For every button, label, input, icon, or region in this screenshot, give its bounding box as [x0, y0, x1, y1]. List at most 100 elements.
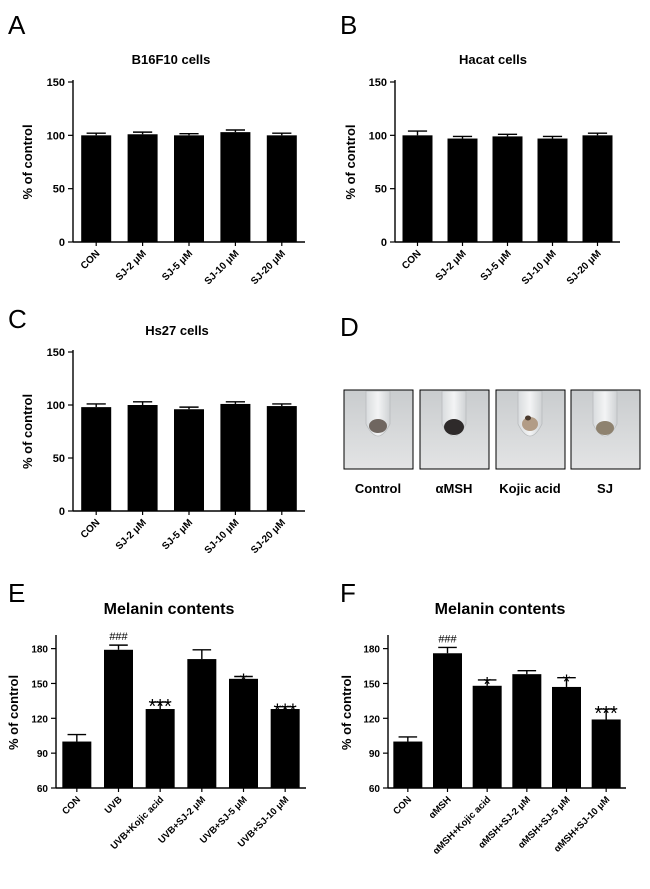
pellet	[369, 419, 387, 433]
x-tick-label: CON	[79, 248, 103, 272]
y-tick-label: 0	[59, 237, 65, 249]
bar	[104, 649, 133, 788]
chart-melanin-amsh: Melanin contents % of control 60 90 120 150 18…	[339, 601, 626, 857]
pellet	[444, 419, 464, 435]
bar	[537, 138, 568, 242]
chart-title: Melanin contents	[104, 601, 235, 618]
bar	[229, 678, 258, 788]
bar	[174, 409, 204, 511]
y-tick-label: 100	[369, 130, 387, 142]
bar	[266, 135, 297, 242]
tube-label-sj: SJ	[597, 481, 613, 496]
y-tick-label: 150	[47, 347, 65, 359]
bar	[127, 405, 158, 511]
significance-marker: *	[563, 672, 571, 694]
bar	[127, 134, 158, 242]
tube-label-kojic-acid: Kojic acid	[499, 481, 560, 496]
significance-marker: ###	[109, 631, 128, 643]
bar	[145, 709, 175, 788]
bar	[472, 685, 502, 788]
chart-title: B16F10 cells	[132, 52, 211, 67]
y-tick-label: 150	[31, 679, 48, 690]
x-tick-label: CON	[60, 794, 83, 817]
bar	[220, 132, 251, 242]
bar	[81, 407, 112, 511]
tube-photo-amsh	[419, 389, 490, 470]
x-tick-label: SJ-5 μM	[160, 248, 195, 283]
bar	[81, 135, 112, 242]
chart-hs27-viability: Hs27 cells % of control 0 50 100 150 CON SJ-2 μ…	[20, 323, 305, 556]
panel-letter-b: B	[340, 10, 357, 40]
bar	[270, 709, 300, 788]
chart-melanin-uvb: Melanin contents % of control 60 90 120 150 18…	[6, 601, 306, 852]
bar	[174, 135, 204, 242]
tube-photo-sj	[570, 389, 641, 470]
x-tick-label: SJ-20 μM	[249, 517, 288, 556]
x-tick-label: SJ-5 μM	[479, 248, 514, 283]
y-tick-label: 90	[369, 749, 381, 760]
y-tick-label: 0	[381, 237, 387, 249]
y-tick-label: 150	[363, 679, 380, 690]
x-tick-label: SJ-5 μM	[160, 517, 195, 552]
tube-label-control: Control	[355, 481, 401, 496]
pellet	[596, 421, 614, 435]
y-tick-label: 60	[369, 784, 381, 795]
x-tick-label: SJ-2 μM	[114, 248, 149, 283]
bar	[402, 135, 433, 242]
x-tick-label: CON	[400, 248, 424, 272]
x-tick-label: αMSH	[427, 794, 454, 821]
y-tick-label: 180	[363, 645, 380, 656]
bar	[220, 403, 251, 511]
panel-letter-c: C	[8, 304, 27, 334]
y-axis-label: % of control	[6, 675, 21, 750]
y-tick-label: 50	[53, 184, 65, 196]
chart-b16f10-viability: B16F10 cells % of control 0 50 100 150 CON SJ-2…	[20, 52, 305, 287]
chart-title: Hs27 cells	[145, 323, 209, 338]
y-axis-label: % of control	[20, 394, 35, 469]
significance-marker: ***	[273, 701, 297, 723]
bar	[393, 741, 423, 788]
bar	[512, 674, 542, 788]
y-tick-label: 60	[37, 784, 49, 795]
x-tick-label: SJ-20 μM	[565, 248, 604, 287]
tube-label-amsh: αMSH	[436, 481, 473, 496]
significance-marker: *	[483, 674, 491, 696]
x-tick-label: UVB	[103, 794, 125, 816]
bar	[447, 138, 478, 242]
y-tick-label: 120	[31, 714, 48, 725]
pellet	[522, 417, 538, 431]
y-tick-label: 120	[363, 714, 380, 725]
bar	[187, 659, 217, 788]
panel-letter-a: A	[8, 10, 26, 40]
y-tick-label: 0	[59, 506, 65, 518]
y-tick-label: 50	[375, 184, 387, 196]
bar	[591, 719, 621, 788]
bar	[552, 686, 581, 788]
tube-photo-control	[343, 389, 414, 470]
significance-marker: ###	[438, 633, 457, 645]
x-tick-label: SJ-10 μM	[520, 248, 559, 287]
significance-marker: ***	[594, 703, 618, 725]
significance-marker: ***	[148, 696, 172, 718]
x-tick-label: SJ-10 μM	[203, 517, 242, 556]
x-tick-label: SJ-2 μM	[114, 517, 149, 552]
bar	[492, 136, 523, 242]
tube-photo-kojic-acid	[495, 389, 566, 470]
x-tick-label: SJ-2 μM	[434, 248, 469, 283]
chart-title: Melanin contents	[435, 601, 566, 618]
y-tick-label: 150	[47, 77, 65, 89]
bar	[582, 135, 613, 242]
y-tick-label: 150	[369, 77, 387, 89]
chart-title: Hacat cells	[459, 52, 527, 67]
x-tick-label: SJ-10 μM	[203, 248, 242, 287]
bar	[266, 406, 297, 511]
y-tick-label: 100	[47, 400, 65, 412]
y-tick-label: 90	[37, 749, 49, 760]
bar	[62, 741, 92, 788]
y-axis-label: % of control	[20, 124, 35, 199]
x-tick-label: CON	[391, 794, 414, 817]
panel-letter-d: D	[340, 312, 359, 342]
panel-letter-e: E	[8, 578, 25, 608]
chart-hacat-viability: Hacat cells % of control 0 50 100 150 CON SJ-2 …	[343, 52, 620, 287]
